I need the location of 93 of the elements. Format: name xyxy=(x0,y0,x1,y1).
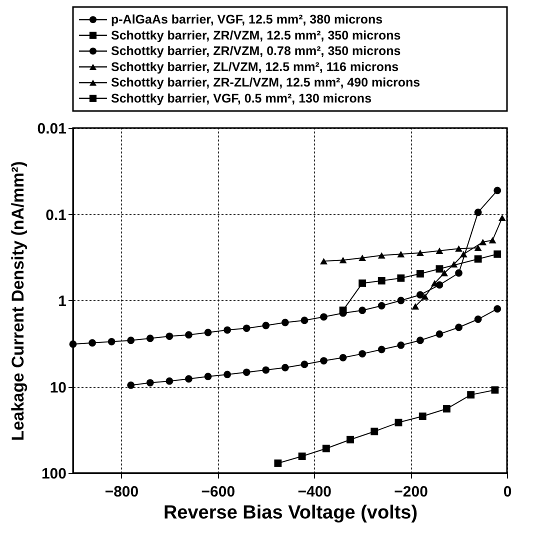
point xyxy=(370,428,378,436)
point xyxy=(474,255,482,263)
point xyxy=(224,370,232,378)
legend-label: Schottky barrier, ZR-ZL/VZM, 12.5 mm², 490 microns xyxy=(111,76,420,90)
legend-label: p-AlGaAs barrier, VGF, 12.5 mm², 380 microns xyxy=(111,12,383,27)
point xyxy=(88,339,96,347)
point xyxy=(479,238,487,246)
point xyxy=(69,340,77,348)
point xyxy=(378,252,386,259)
point xyxy=(346,436,354,444)
point xyxy=(320,313,328,321)
point xyxy=(127,382,135,389)
point xyxy=(204,328,212,336)
point xyxy=(358,254,366,262)
y-axis-title: Leakage Current Density (nA/mm²) xyxy=(8,161,28,441)
point xyxy=(185,375,192,383)
legend-label: Schottky barrier, VGF, 0.5 mm², 130 microns xyxy=(111,91,372,106)
point xyxy=(204,372,212,380)
x-tick-label: −600 xyxy=(201,484,236,500)
point xyxy=(339,306,347,314)
point xyxy=(418,412,426,420)
point xyxy=(358,279,366,287)
point xyxy=(320,357,328,364)
point xyxy=(300,316,308,324)
point xyxy=(224,326,232,334)
point xyxy=(455,269,462,277)
point xyxy=(416,250,424,256)
point xyxy=(494,186,502,194)
point xyxy=(320,258,328,264)
point xyxy=(281,364,289,372)
point xyxy=(262,322,270,330)
point xyxy=(378,346,386,354)
y-tick-label: 0.01 xyxy=(37,120,66,138)
x-tick-label: 0 xyxy=(503,484,512,500)
point xyxy=(397,274,405,282)
y-tick-label: 100 xyxy=(41,466,66,482)
point xyxy=(436,248,444,254)
point xyxy=(412,303,420,310)
point xyxy=(436,265,444,273)
point xyxy=(242,324,250,332)
point xyxy=(397,250,405,258)
legend-label: Schottky barrier, ZL/VZM, 12.5 mm², 116 microns xyxy=(111,60,399,74)
point xyxy=(339,256,347,264)
point xyxy=(378,302,386,310)
point xyxy=(127,336,135,344)
point xyxy=(274,460,282,467)
point xyxy=(450,261,458,268)
point xyxy=(460,250,468,258)
point xyxy=(436,330,444,338)
y-tick-label: 10 xyxy=(50,379,66,396)
point xyxy=(358,350,366,358)
point xyxy=(416,270,424,278)
point xyxy=(440,270,448,276)
point xyxy=(378,277,386,284)
y-tick-label: 0.1 xyxy=(46,206,66,224)
point xyxy=(474,316,482,323)
y-tick-label: 1 xyxy=(58,293,66,310)
point xyxy=(397,342,405,349)
point xyxy=(262,366,270,374)
point xyxy=(339,354,347,362)
point xyxy=(397,296,405,304)
point xyxy=(494,250,502,258)
point xyxy=(300,360,308,368)
point xyxy=(474,208,482,216)
point xyxy=(242,368,250,376)
x-tick-label: −400 xyxy=(298,484,332,500)
point xyxy=(322,444,330,452)
point xyxy=(166,377,174,385)
x-tick-label: −800 xyxy=(104,484,139,500)
point xyxy=(358,306,366,314)
point xyxy=(298,452,306,460)
point xyxy=(416,291,424,299)
point xyxy=(467,391,475,399)
point xyxy=(166,332,174,340)
x-tick-label: −200 xyxy=(394,484,428,500)
point xyxy=(488,237,496,244)
point xyxy=(491,386,499,394)
point xyxy=(455,245,462,252)
point xyxy=(108,338,116,346)
point xyxy=(185,331,192,339)
x-axis-title: Reverse Bias Voltage (volts) xyxy=(163,502,418,524)
legend-label: Schottky barrier, ZR/VZM, 0.78 mm², 350 microns xyxy=(111,44,401,58)
point xyxy=(281,318,289,326)
point xyxy=(494,305,502,313)
legend-label: Schottky barrier, ZR/VZM, 12.5 mm², 350 microns xyxy=(111,28,401,42)
point xyxy=(146,334,154,342)
point xyxy=(455,324,462,332)
point xyxy=(474,244,482,252)
point xyxy=(498,214,506,222)
point xyxy=(421,293,429,300)
point xyxy=(416,336,424,344)
point xyxy=(146,379,154,387)
point xyxy=(443,405,450,412)
